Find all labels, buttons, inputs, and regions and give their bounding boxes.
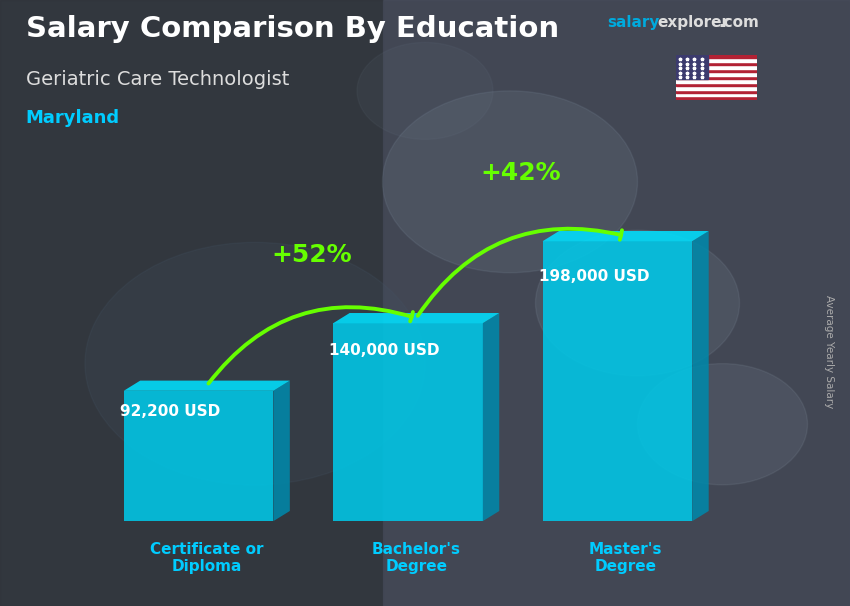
Bar — [676, 65, 756, 68]
Polygon shape — [483, 313, 499, 521]
Text: Master's
Degree: Master's Degree — [589, 542, 662, 574]
Text: explorer: explorer — [657, 15, 729, 30]
Bar — [676, 90, 756, 93]
Bar — [676, 76, 756, 79]
Text: Average Yearly Salary: Average Yearly Salary — [824, 295, 834, 408]
Bar — [676, 82, 756, 86]
Circle shape — [357, 42, 493, 139]
Bar — [0, 0, 382, 606]
Text: +42%: +42% — [480, 161, 561, 185]
Polygon shape — [124, 381, 290, 391]
Text: +52%: +52% — [271, 244, 352, 267]
Circle shape — [536, 230, 740, 376]
Text: salary: salary — [608, 15, 660, 30]
Polygon shape — [542, 241, 692, 521]
Circle shape — [85, 242, 425, 485]
Text: 198,000 USD: 198,000 USD — [539, 269, 649, 284]
Bar — [676, 68, 756, 72]
Polygon shape — [333, 313, 499, 323]
Bar — [676, 55, 708, 79]
Text: 92,200 USD: 92,200 USD — [120, 404, 220, 419]
Text: .com: .com — [718, 15, 759, 30]
Polygon shape — [333, 323, 483, 521]
Circle shape — [382, 91, 638, 273]
Bar — [676, 79, 756, 82]
Bar — [676, 96, 756, 100]
Polygon shape — [124, 391, 274, 521]
Text: Certificate or
Diploma: Certificate or Diploma — [150, 542, 264, 574]
Polygon shape — [274, 381, 290, 521]
Text: Bachelor's
Degree: Bachelor's Degree — [371, 542, 461, 574]
Bar — [676, 62, 756, 65]
Text: 140,000 USD: 140,000 USD — [330, 343, 440, 358]
Text: Geriatric Care Technologist: Geriatric Care Technologist — [26, 70, 289, 88]
Circle shape — [638, 364, 808, 485]
Bar — [676, 58, 756, 62]
Polygon shape — [692, 231, 709, 521]
Text: Maryland: Maryland — [26, 109, 120, 127]
Text: Salary Comparison By Education: Salary Comparison By Education — [26, 15, 558, 43]
Bar — [382, 0, 850, 606]
Bar — [676, 93, 756, 96]
Bar — [676, 72, 756, 76]
Bar — [676, 86, 756, 90]
Polygon shape — [542, 231, 709, 241]
Bar — [676, 55, 756, 58]
